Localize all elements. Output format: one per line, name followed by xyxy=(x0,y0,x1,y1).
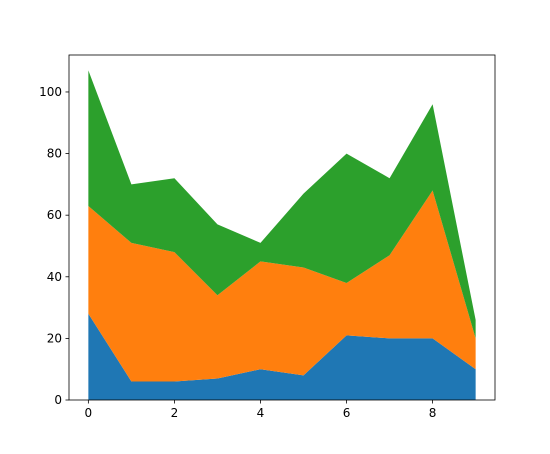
y-tick-label: 80 xyxy=(47,147,62,161)
x-tick-label: 6 xyxy=(343,406,351,420)
x-tick-label: 0 xyxy=(85,406,93,420)
y-tick-label: 60 xyxy=(47,208,62,222)
x-tick-label: 2 xyxy=(171,406,179,420)
y-tick-label: 20 xyxy=(47,331,62,345)
y-tick-label: 0 xyxy=(54,393,62,407)
area xyxy=(88,313,476,400)
y-tick-label: 100 xyxy=(39,85,62,99)
x-tick-label: 8 xyxy=(429,406,437,420)
y-tick-label: 40 xyxy=(47,270,62,284)
x-tick-label: 4 xyxy=(257,406,265,420)
axes-frame xyxy=(68,54,496,401)
area xyxy=(88,190,476,382)
area xyxy=(88,70,476,339)
